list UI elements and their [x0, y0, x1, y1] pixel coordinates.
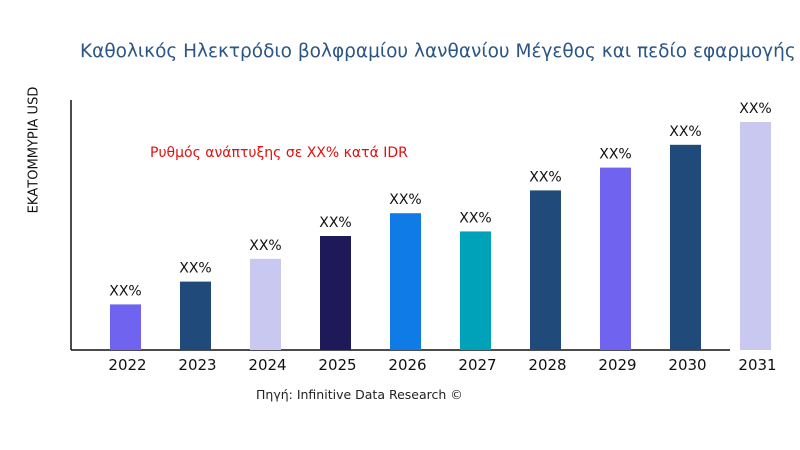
data-label-2028: XX% — [529, 169, 561, 185]
x-tick-label-2022: 2022 — [108, 356, 146, 374]
x-tick-label-2028: 2028 — [528, 356, 566, 374]
bar-2023 — [180, 281, 211, 350]
x-tick-label-2024: 2024 — [248, 356, 286, 374]
growth-annotation: Ρυθμός ανάπτυξης σε XX% κατά IDR — [150, 145, 408, 161]
data-label-2026: XX% — [389, 192, 421, 208]
x-tick-label-2026: 2026 — [388, 356, 426, 374]
source-note: Πηγή: Infinitive Data Research © — [256, 387, 463, 402]
bar-2031 — [740, 122, 771, 350]
bar-2028 — [530, 190, 561, 350]
data-label-2029: XX% — [599, 147, 631, 163]
x-tick-label-2031: 2031 — [738, 356, 776, 374]
bar-2027 — [460, 231, 491, 350]
data-label-2025: XX% — [319, 215, 351, 231]
bar-2030 — [670, 144, 701, 350]
chart-title: Καθολικός Ηλεκτρόδιο βολφραμίου λανθανίο… — [80, 41, 796, 62]
bar-2026 — [390, 213, 421, 350]
x-tick-label-2027: 2027 — [458, 356, 496, 374]
data-label-2031: XX% — [739, 101, 771, 117]
x-tick-label-2023: 2023 — [178, 356, 216, 374]
data-label-2023: XX% — [179, 261, 211, 277]
data-label-2030: XX% — [669, 124, 701, 140]
data-label-2022: XX% — [109, 283, 141, 299]
bar-2024 — [250, 258, 281, 350]
x-tick-label-2029: 2029 — [598, 356, 636, 374]
bar-2029 — [600, 167, 631, 350]
bar-2025 — [320, 236, 351, 350]
x-tick-label-2025: 2025 — [318, 356, 356, 374]
bar-2022 — [110, 304, 141, 350]
data-label-2027: XX% — [459, 210, 491, 226]
x-tick-label-2030: 2030 — [668, 356, 706, 374]
data-label-2024: XX% — [249, 238, 281, 254]
